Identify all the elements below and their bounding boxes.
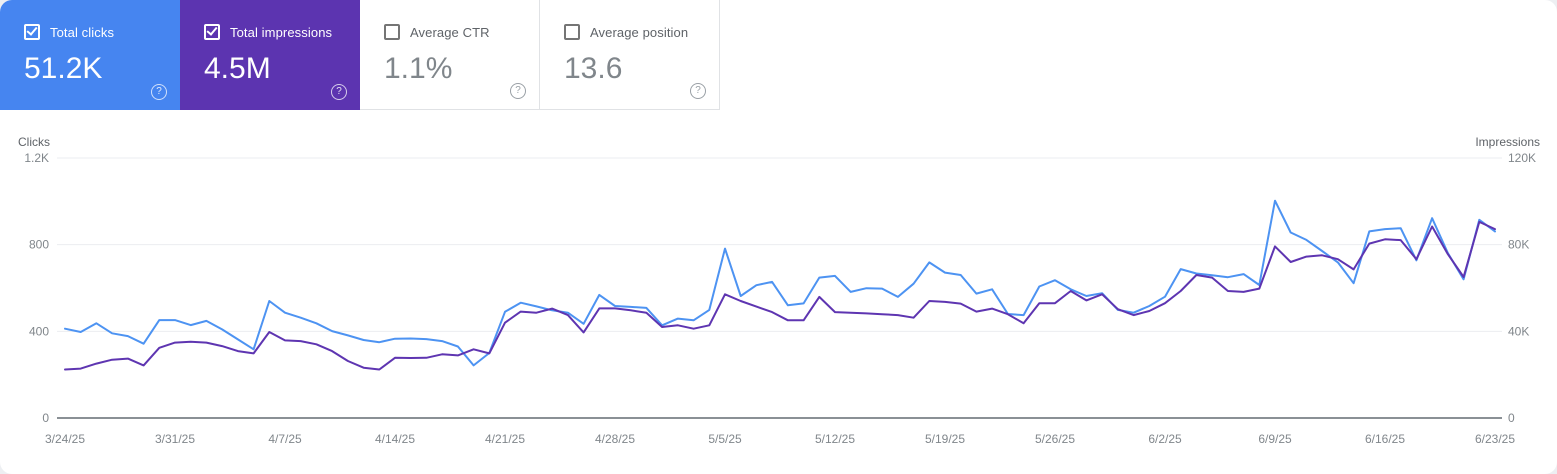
left-axis-tick: 1.2K: [24, 151, 49, 165]
help-icon[interactable]: ?: [331, 84, 347, 100]
left-axis-title: Clicks: [18, 135, 50, 149]
metric-card-average-ctr[interactable]: Average CTR 1.1% ?: [360, 0, 540, 110]
left-axis-tick: 0: [42, 411, 49, 425]
total-clicks-label: Total clicks: [50, 24, 115, 40]
x-axis-tick: 6/23/25: [1475, 432, 1515, 446]
right-axis-tick: 80K: [1508, 238, 1529, 252]
total-clicks-checkbox[interactable]: [24, 24, 40, 40]
x-axis-tick: 3/24/25: [45, 432, 85, 446]
average-ctr-checkbox[interactable]: [384, 24, 400, 40]
help-icon[interactable]: ?: [151, 84, 167, 100]
right-axis-title: Impressions: [1475, 135, 1540, 149]
average-position-checkbox[interactable]: [564, 24, 580, 40]
x-axis-tick: 5/19/25: [925, 432, 965, 446]
total-impressions-line: [64, 220, 1496, 371]
left-axis-tick: 400: [29, 324, 49, 338]
metric-card-total-impressions[interactable]: Total impressions 4.5M ?: [180, 0, 360, 110]
left-axis-tick: 800: [29, 238, 49, 252]
x-axis-tick: 4/7/25: [268, 432, 302, 446]
metric-cards-row: Total clicks 51.2K ? Total impressions 4…: [0, 0, 720, 110]
x-axis-tick: 4/21/25: [485, 432, 525, 446]
average-ctr-label: Average CTR: [410, 24, 490, 40]
x-axis-tick: 5/12/25: [815, 432, 855, 446]
average-position-label: Average position: [590, 24, 689, 40]
x-axis-tick: 3/31/25: [155, 432, 195, 446]
total-clicks-line: [64, 199, 1496, 367]
x-axis-tick: 6/2/25: [1148, 432, 1182, 446]
x-axis-tick: 5/5/25: [708, 432, 742, 446]
chart-series: [64, 199, 1496, 371]
right-axis-tick: 40K: [1508, 324, 1529, 338]
x-axis-tick: 6/16/25: [1365, 432, 1405, 446]
average-position-value: 13.6: [564, 52, 623, 85]
total-impressions-value: 4.5M: [204, 52, 271, 85]
help-icon[interactable]: ?: [510, 83, 526, 99]
gridlines: [57, 157, 1502, 419]
average-ctr-value: 1.1%: [384, 52, 453, 85]
x-axis-tick: 4/28/25: [595, 432, 635, 446]
total-clicks-value: 51.2K: [24, 52, 103, 85]
x-axis-tick: 5/26/25: [1035, 432, 1075, 446]
right-axis-tick: 120K: [1508, 151, 1536, 165]
x-axis-labels: 3/24/25 3/31/25 4/7/25 4/14/25 4/21/25 4/28/2…: [45, 432, 1515, 446]
help-icon[interactable]: ?: [690, 83, 706, 99]
axis-tick-labels: 0 0 400 40K 800 80K 1.2K 120K: [24, 151, 1536, 425]
metric-card-total-clicks[interactable]: Total clicks 51.2K ?: [0, 0, 180, 110]
total-impressions-checkbox[interactable]: [204, 24, 220, 40]
total-impressions-label: Total impressions: [230, 24, 333, 40]
x-axis-tick: 4/14/25: [375, 432, 415, 446]
right-axis-tick: 0: [1508, 411, 1515, 425]
x-axis-tick: 6/9/25: [1258, 432, 1292, 446]
metric-card-average-position[interactable]: Average position 13.6 ?: [540, 0, 720, 110]
